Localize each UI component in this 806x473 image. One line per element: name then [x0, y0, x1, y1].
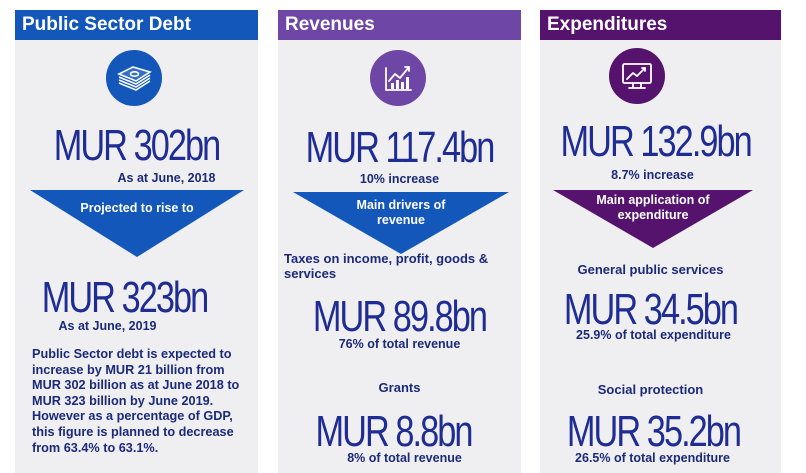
- debt-header: Public Sector Debt: [15, 10, 258, 40]
- grants-share: 8% of total revenue: [347, 451, 462, 465]
- general-label: General public services: [577, 262, 724, 277]
- expenditures-panel: Expenditures MUR 132.9bn 8.7% increase M…: [540, 10, 781, 473]
- drivers-label: Main drivers of revenue: [356, 198, 446, 227]
- debt-description: Public Sector debt is expected to increa…: [32, 347, 240, 455]
- projection-label: Projected to rise to: [80, 201, 194, 215]
- drivers-arrow: Main drivers of revenue: [293, 192, 509, 254]
- revenues-change: 10% increase: [359, 172, 440, 186]
- revenues-panel: Revenues MUR 117.4bn 10% increase Main d…: [278, 10, 521, 473]
- monitor-chart-icon: [609, 48, 665, 104]
- taxes-share: 76% of total revenue: [338, 337, 461, 351]
- debt-value-2019: MUR 323bn: [41, 273, 210, 322]
- bar-chart-icon: [370, 50, 426, 106]
- debt-date-2018: As at June, 2018: [117, 171, 216, 185]
- grants-label: Grants: [378, 380, 421, 395]
- expenditures-total: MUR 132.9bn: [560, 117, 753, 166]
- debt-panel: Public Sector Debt MUR 302bn As at June,…: [15, 10, 258, 473]
- money-stack-icon: [106, 50, 162, 106]
- expenditures-change: 8.7% increase: [611, 168, 694, 182]
- social-label: Social protection: [597, 382, 704, 397]
- social-value: MUR 35.2bn: [566, 407, 742, 456]
- social-share: 26.5% of total expenditure: [575, 451, 730, 465]
- taxes-value: MUR 89.8bn: [312, 292, 488, 341]
- application-label: Main application of expenditure: [596, 193, 710, 222]
- projection-arrow: Projected to rise to: [30, 190, 244, 257]
- grants-value: MUR 8.8bn: [315, 407, 473, 456]
- general-share: 25.9% of total expenditure: [576, 328, 731, 342]
- general-value: MUR 34.5bn: [563, 285, 739, 334]
- revenues-header: Revenues: [278, 10, 521, 40]
- expenditures-header: Expenditures: [540, 10, 781, 40]
- application-arrow: Main application of expenditure: [553, 190, 753, 248]
- debt-date-2019: As at June, 2019: [58, 319, 157, 333]
- revenues-total: MUR 117.4bn: [305, 123, 496, 172]
- debt-value-2018: MUR 302bn: [53, 121, 222, 170]
- taxes-label: Taxes on income, profit, goods & service…: [284, 251, 489, 281]
